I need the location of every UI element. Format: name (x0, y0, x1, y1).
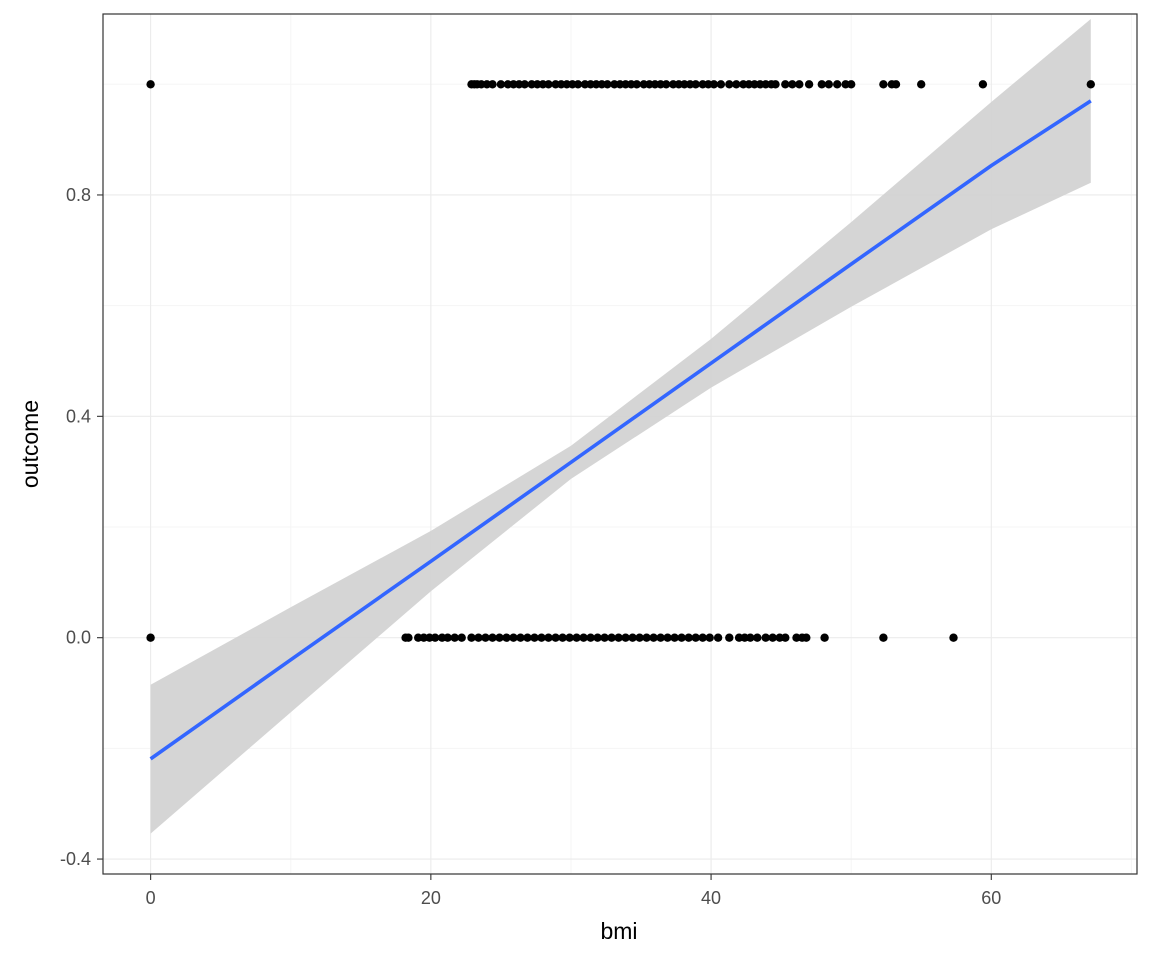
data-point (709, 80, 719, 89)
data-point (716, 80, 726, 89)
x-axis: 0 20 40 60 (146, 874, 1001, 908)
x-axis-title: bmi (600, 918, 637, 944)
data-point (495, 633, 504, 642)
data-point (656, 633, 665, 642)
data-point (509, 633, 518, 642)
data-point (691, 633, 700, 642)
data-point (537, 633, 546, 642)
data-point (404, 633, 413, 642)
data-point (978, 80, 988, 89)
x-tick-label: 60 (981, 888, 1001, 908)
data-point (621, 633, 630, 642)
data-point (579, 633, 588, 642)
data-point (635, 633, 644, 642)
data-point (520, 80, 529, 89)
data-point (768, 633, 777, 642)
data-point (603, 80, 612, 89)
data-point (725, 80, 734, 89)
data-point (551, 633, 560, 642)
data-point (502, 633, 511, 642)
data-point (544, 633, 553, 642)
data-point (474, 633, 483, 642)
data-point (649, 633, 658, 642)
data-point (565, 633, 574, 642)
data-point (663, 633, 672, 642)
data-point (607, 633, 616, 642)
data-point (817, 80, 826, 89)
data-point (443, 633, 452, 642)
data-point (558, 633, 567, 642)
data-points-layer (146, 80, 1096, 642)
data-point (573, 80, 583, 89)
data-point (771, 80, 780, 89)
data-point (713, 633, 723, 642)
data-point (516, 633, 525, 642)
data-point (488, 80, 497, 89)
data-point (891, 80, 901, 89)
data-point (795, 80, 804, 89)
fit-line (149, 99, 1092, 761)
data-point (430, 633, 440, 642)
data-point (614, 633, 623, 642)
data-point (691, 80, 700, 89)
data-point (753, 633, 762, 642)
data-point (917, 80, 926, 89)
data-point (820, 633, 829, 642)
data-point (788, 80, 797, 89)
fit-line-layer (149, 99, 1092, 761)
data-point (628, 633, 637, 642)
data-point (488, 633, 497, 642)
data-point (670, 633, 679, 642)
data-point (781, 633, 790, 642)
y-axis: -0.4 0.0 0.4 0.8 (60, 185, 103, 869)
data-point (879, 633, 888, 642)
y-tick-label: -0.4 (60, 849, 91, 869)
data-point (146, 633, 155, 642)
data-point (496, 80, 506, 89)
data-point (804, 80, 814, 89)
data-point (530, 633, 539, 642)
data-point (802, 633, 811, 642)
data-point (146, 80, 155, 89)
data-point (847, 80, 856, 89)
data-point (677, 633, 686, 642)
data-point (725, 633, 734, 642)
data-point (761, 633, 770, 642)
data-point (705, 633, 714, 642)
data-point (949, 633, 958, 642)
data-point (467, 633, 476, 642)
data-point (879, 80, 888, 89)
data-point (732, 80, 741, 89)
data-point (600, 633, 609, 642)
y-tick-label: 0.4 (66, 406, 91, 426)
y-axis-title: outcome (17, 400, 43, 488)
data-point (781, 80, 790, 89)
data-point (746, 633, 755, 642)
data-point (544, 80, 553, 89)
data-point (1086, 80, 1096, 89)
data-point (662, 80, 671, 89)
x-tick-label: 20 (421, 888, 441, 908)
data-point (572, 633, 581, 642)
x-tick-label: 0 (146, 888, 156, 908)
data-point (833, 80, 842, 89)
data-point (586, 633, 595, 642)
data-point (457, 633, 466, 642)
y-tick-label: 0.8 (66, 185, 91, 205)
data-point (824, 80, 833, 89)
x-tick-label: 40 (701, 888, 721, 908)
data-point (450, 633, 459, 642)
data-point (632, 80, 641, 89)
panel-border (102, 13, 1138, 875)
data-point (642, 633, 651, 642)
y-tick-label: 0.0 (66, 628, 91, 648)
data-point (481, 633, 490, 642)
data-point (684, 633, 693, 642)
data-point (698, 633, 707, 642)
data-point (523, 633, 532, 642)
data-point (593, 633, 602, 642)
